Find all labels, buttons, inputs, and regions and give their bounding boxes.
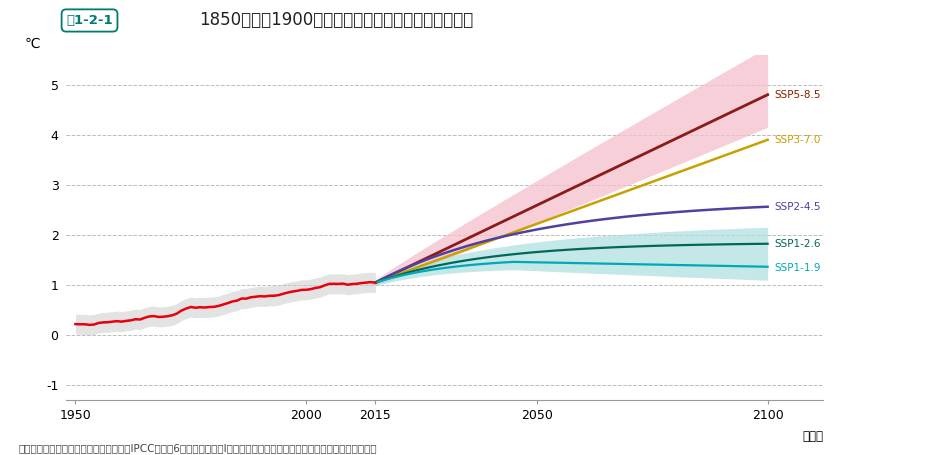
Text: SSP5-8.5: SSP5-8.5	[775, 90, 821, 100]
Text: 資料：気候変動に関する政府間パネル（IPCC）「第6次評価報告書第Ⅰ作業部会報告書政策決定者向け要約」より環境省作成: 資料：気候変動に関する政府間パネル（IPCC）「第6次評価報告書第Ⅰ作業部会報告…	[19, 443, 377, 453]
Text: SSP2-4.5: SSP2-4.5	[775, 202, 821, 212]
Text: 図1-2-1: 図1-2-1	[66, 14, 113, 27]
Text: ℃: ℃	[25, 37, 41, 51]
Text: SSP3-7.0: SSP3-7.0	[775, 135, 821, 145]
Text: 1850年から1900年を基準とした世界平均気温の変化: 1850年から1900年を基準とした世界平均気温の変化	[199, 11, 473, 30]
Text: （年）: （年）	[802, 430, 823, 443]
Text: SSP1-1.9: SSP1-1.9	[775, 263, 821, 273]
Text: SSP1-2.6: SSP1-2.6	[775, 239, 821, 249]
